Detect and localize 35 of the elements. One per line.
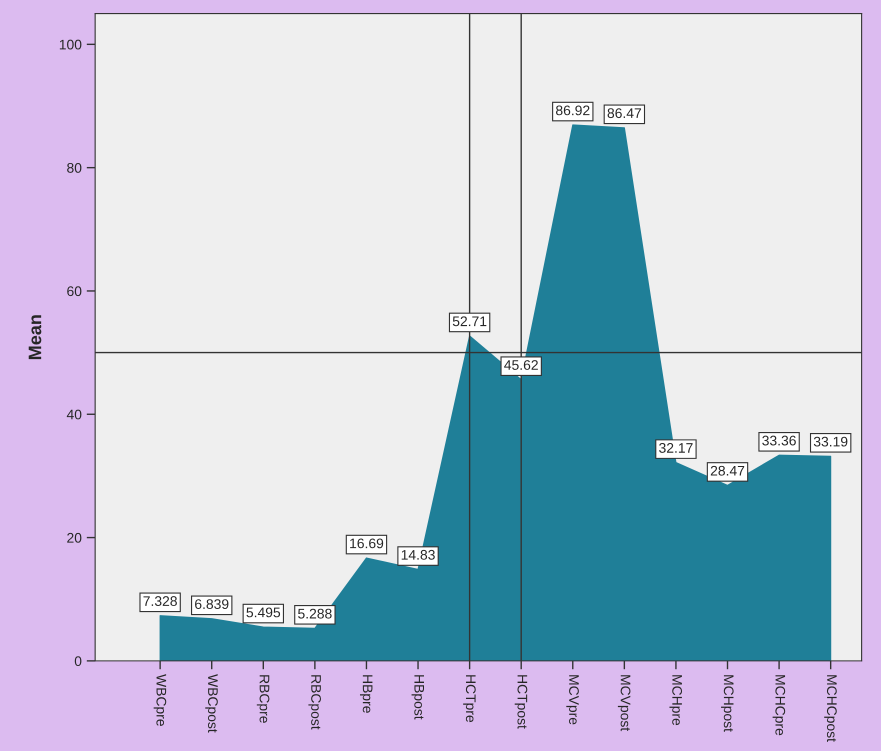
- data-label: 45.62: [504, 360, 538, 370]
- y-tick-label: 20: [67, 532, 82, 543]
- x-tick-label: MCHpre: [669, 675, 682, 726]
- data-label: 33.19: [814, 436, 848, 447]
- data-label: 86.47: [608, 108, 642, 118]
- data-label: 28.47: [710, 466, 744, 476]
- x-tick-label: MCHCpre: [772, 675, 786, 736]
- data-label: 16.69: [350, 538, 384, 548]
- x-tick-label: WBCpost: [205, 674, 218, 733]
- x-tick-label: RBCpre: [256, 675, 270, 723]
- x-tick-label: HBpre: [360, 675, 372, 713]
- data-label: 33.36: [762, 436, 796, 446]
- x-tick-label: MCVpost: [618, 675, 630, 732]
- x-tick-label: HBpost: [412, 675, 424, 720]
- x-tick-label: MCHpost: [721, 675, 734, 732]
- data-label: 6.839: [195, 599, 228, 610]
- y-tick-label: 80: [67, 162, 82, 173]
- x-tick-label: HCTpost: [514, 675, 528, 729]
- data-label: 86.92: [556, 105, 590, 116]
- x-tick-label: WBCpre: [154, 674, 166, 726]
- y-axis-title: Mean: [28, 315, 42, 360]
- data-label: 32.17: [659, 443, 693, 453]
- data-label: 5.288: [298, 608, 332, 619]
- data-label: 7.328: [143, 596, 177, 606]
- data-label: 5.495: [246, 607, 280, 618]
- x-tick-label: MCHCpost: [824, 675, 837, 742]
- y-tick-label: 0: [74, 656, 82, 666]
- y-tick-label: 60: [67, 286, 82, 296]
- y-tick-label: 100: [60, 40, 82, 50]
- x-tick-label: RBCpost: [308, 675, 321, 730]
- y-tick-label: 40: [66, 410, 82, 420]
- data-label: 52.71: [452, 316, 486, 326]
- x-tick-label: MCVpre: [566, 675, 579, 724]
- data-label: 14.83: [402, 550, 435, 560]
- x-tick-label: HCTpre: [463, 675, 476, 722]
